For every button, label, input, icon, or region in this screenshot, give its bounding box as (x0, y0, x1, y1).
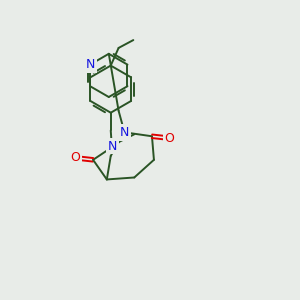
Text: N: N (108, 140, 117, 153)
Text: O: O (70, 152, 80, 164)
Text: O: O (165, 132, 175, 145)
Text: N: N (120, 126, 129, 139)
Text: N: N (85, 58, 95, 71)
